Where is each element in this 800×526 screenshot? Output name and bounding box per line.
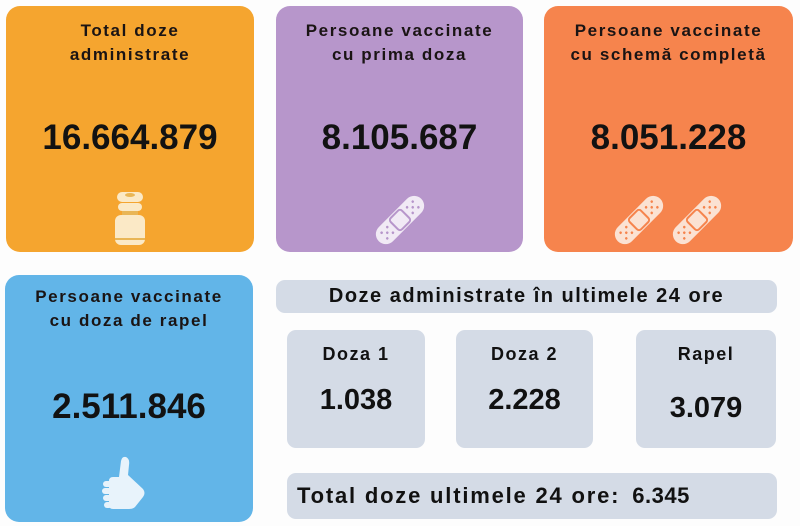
total-24h-bar: Total doze ultimele 24 ore: 6.345 bbox=[287, 473, 777, 519]
card-title: Persoane vaccinate cu schemă completă bbox=[544, 19, 793, 67]
card-title-line2: cu prima doza bbox=[331, 45, 468, 64]
vial-icon bbox=[6, 190, 254, 248]
thumbs-up-icon bbox=[5, 455, 253, 511]
booster-value: 2.511.846 bbox=[52, 387, 206, 426]
card-title-line1: Persoane vaccinate bbox=[574, 21, 763, 40]
two-bandages-icon bbox=[544, 190, 793, 250]
first-dose-value: 8.105.687 bbox=[321, 118, 478, 157]
dose2-label: Doza 2 bbox=[490, 344, 559, 364]
total-doses-card: Total doze administrate 16.664.879 bbox=[6, 6, 254, 252]
dose1-value: 1.038 bbox=[319, 384, 393, 416]
card-title-line1: Persoane vaccinate bbox=[35, 287, 223, 306]
card-title: Persoane vaccinate cu doza de rapel bbox=[5, 285, 253, 333]
booster-card: Persoane vaccinate cu doza de rapel 2.51… bbox=[5, 275, 253, 522]
complete-scheme-value: 8.051.228 bbox=[590, 118, 747, 157]
first-dose-card: Persoane vaccinate cu prima doza 8.105.6… bbox=[276, 6, 523, 252]
card-title: Total doze administrate bbox=[6, 19, 254, 67]
dose2-card: Doza 2 2.228 bbox=[456, 330, 593, 448]
total-24h-label: Total doze ultimele 24 ore: bbox=[297, 483, 621, 508]
card-title-line1: Total doze bbox=[80, 21, 180, 40]
total-24h-value: 6.345 bbox=[632, 483, 690, 508]
booster-24h-label: Rapel bbox=[677, 344, 735, 364]
bandage-icon bbox=[276, 192, 523, 248]
card-title: Persoane vaccinate cu prima doza bbox=[276, 19, 523, 67]
dose1-label: Doza 1 bbox=[322, 344, 390, 364]
dose2-value: 2.228 bbox=[488, 384, 561, 416]
last-24h-header: Doze administrate în ultimele 24 ore bbox=[276, 280, 777, 313]
dose1-card: Doza 1 1.038 bbox=[287, 330, 425, 448]
complete-scheme-card: Persoane vaccinate cu schemă completă 8.… bbox=[544, 6, 793, 252]
booster-24h-value: 3.079 bbox=[669, 392, 743, 424]
card-title-line1: Persoane vaccinate bbox=[305, 21, 494, 40]
card-title-line2: administrate bbox=[69, 45, 191, 64]
booster-24h-card: Rapel 3.079 bbox=[636, 330, 776, 448]
card-title-line2: cu schemă completă bbox=[570, 45, 767, 64]
total-doses-value: 16.664.879 bbox=[42, 118, 218, 157]
card-title-line2: cu doza de rapel bbox=[49, 311, 209, 330]
